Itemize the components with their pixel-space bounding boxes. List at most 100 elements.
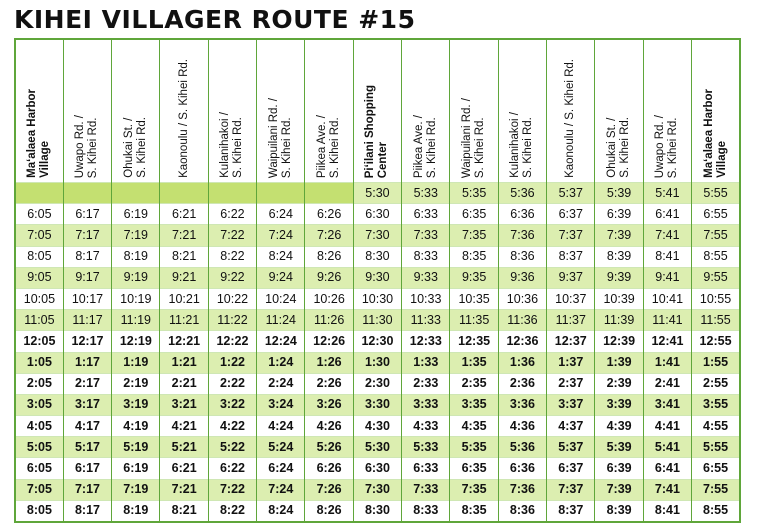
time-cell: 11:21	[159, 309, 209, 331]
time-cell: 6:39	[594, 457, 644, 480]
time-cell: 7:05	[14, 478, 64, 501]
table-row: 6:05 6:17 6:19 6:21 6:22 6:24 6:26 6:30 6:33 6:35…	[14, 203, 741, 225]
time-cell: 8:36	[497, 245, 548, 268]
time-cell: 10:05	[14, 287, 64, 310]
time-cell: 9:24	[256, 266, 306, 289]
time-cell: 12:17	[62, 330, 113, 352]
time-cell: 4:36	[497, 415, 548, 437]
stop-header: Uwapo Rd. / S. Kihei Rd.	[642, 39, 693, 183]
time-cell: 6:05	[14, 203, 64, 225]
table-row: 8:05 8:17 8:19 8:21 8:22 8:24 8:26 8:30 8:33 8:35…	[14, 499, 741, 522]
time-cell: 7:36	[497, 478, 548, 501]
stop-header: Piikea Ave. / S. Kihei Rd.	[401, 39, 451, 183]
time-cell	[111, 181, 161, 204]
time-cell: 1:35	[449, 351, 499, 374]
time-cell: 6:17	[62, 457, 113, 480]
time-cell: 6:19	[111, 203, 161, 225]
time-cell: 8:05	[14, 499, 64, 522]
table-row: 6:05 6:17 6:19 6:21 6:22 6:24 6:26 6:30 6:33 6:35…	[14, 457, 741, 480]
time-cell: 6:36	[497, 457, 548, 480]
time-cell: 11:37	[546, 309, 596, 331]
time-cell: 12:26	[304, 330, 354, 352]
time-cell: 6:21	[159, 203, 209, 225]
time-cell: 3:33	[401, 393, 451, 416]
time-cell: 11:36	[497, 309, 548, 331]
time-cell: 4:35	[449, 415, 499, 437]
time-cell: 5:24	[256, 436, 306, 458]
stop-name-line: Ohukai St. /	[606, 117, 619, 178]
stop-name-line: S. Kihei Rd.	[87, 117, 100, 178]
schedule-table: Ma‘alaea Harbor Village Uwapo Rd. / S. Kihe…	[14, 38, 741, 523]
time-cell: 12:22	[207, 330, 258, 352]
stop-name: Waipuilani Rd. / S. Kihei Rd.	[268, 98, 294, 178]
time-cell: 1:17	[62, 351, 113, 374]
time-cell: 10:19	[111, 287, 161, 310]
time-cell: 10:36	[497, 287, 548, 310]
stop-header: Kaonoulu / S. Kihei Rd.	[159, 39, 209, 183]
time-cell: 1:21	[159, 351, 209, 374]
time-cell: 12:55	[691, 330, 741, 352]
table-row: 3:05 3:17 3:19 3:21 3:22 3:24 3:26 3:30 3:33 3:35…	[14, 393, 741, 416]
time-cell: 6:37	[546, 457, 596, 480]
time-cell: 12:05	[14, 330, 64, 352]
time-cell: 8:55	[691, 245, 741, 268]
time-cell: 6:21	[159, 457, 209, 480]
stop-name-line: Ma‘alaea Harbor	[702, 89, 715, 178]
stop-name-line: Kulanihakoi /	[219, 112, 232, 178]
time-cell: 8:39	[594, 245, 644, 268]
time-cell: 9:39	[594, 266, 644, 289]
stop-name-line: Kaonoulu / S. Kihei Rd.	[564, 59, 577, 178]
time-cell: 8:05	[14, 245, 64, 268]
time-cell: 5:33	[401, 181, 451, 204]
time-cell: 4:26	[304, 415, 354, 437]
time-cell: 12:33	[401, 330, 451, 352]
time-cell: 5:35	[449, 181, 499, 204]
time-cell: 6:33	[401, 457, 451, 480]
time-cell: 6:55	[691, 457, 741, 480]
time-cell: 6:41	[642, 457, 693, 480]
time-cell: 8:17	[62, 499, 113, 522]
time-cell: 8:21	[159, 245, 209, 268]
stop-name: Piikea Ave. / S. Kihei Rd.	[413, 115, 439, 178]
time-cell: 5:41	[642, 181, 693, 204]
time-cell: 5:55	[691, 436, 741, 458]
time-cell: 7:55	[691, 224, 741, 247]
time-cell: 1:30	[352, 351, 403, 374]
time-cell: 5:22	[207, 436, 258, 458]
time-cell: 10:35	[449, 287, 499, 310]
stop-name-line: S. Kihei Rd.	[474, 117, 487, 178]
time-cell: 1:33	[401, 351, 451, 374]
time-cell: 8:19	[111, 245, 161, 268]
stop-name-line: Village	[39, 141, 52, 178]
time-cell: 8:39	[594, 499, 644, 522]
time-cell: 11:41	[642, 309, 693, 331]
time-cell: 8:37	[546, 499, 596, 522]
time-cell: 3:35	[449, 393, 499, 416]
time-cell: 5:19	[111, 436, 161, 458]
time-cell	[256, 181, 306, 204]
stop-name-line: Village	[715, 141, 728, 178]
stop-name: Uwapo Rd. / S. Kihei Rd.	[654, 115, 680, 178]
time-cell: 7:33	[401, 478, 451, 501]
stop-name-line: Piikea Ave. /	[412, 114, 425, 178]
time-cell: 12:30	[352, 330, 403, 352]
time-cell: 3:17	[62, 393, 113, 416]
stop-name: Kulanihakoi / S. Kihei Rd.	[219, 112, 245, 178]
time-cell: 12:37	[546, 330, 596, 352]
time-cell: 7:55	[691, 478, 741, 501]
stop-header: Uwapo Rd. / S. Kihei Rd.	[62, 39, 113, 183]
time-cell: 8:35	[449, 499, 499, 522]
time-cell: 9:55	[691, 266, 741, 289]
time-cell	[207, 181, 258, 204]
time-cell: 7:37	[546, 478, 596, 501]
stop-header: Ma‘alaea Harbor Village	[691, 39, 741, 183]
time-cell: 6:35	[449, 457, 499, 480]
time-cell: 9:33	[401, 266, 451, 289]
time-cell: 8:24	[256, 499, 306, 522]
time-cell: 4:30	[352, 415, 403, 437]
time-cell: 8:19	[111, 499, 161, 522]
stop-name-line: S. Kihei Rd.	[522, 117, 535, 178]
time-cell: 1:55	[691, 351, 741, 374]
stop-header: Pi‘ilani Shopping Center	[352, 39, 403, 183]
time-cell: 7:41	[642, 478, 693, 501]
